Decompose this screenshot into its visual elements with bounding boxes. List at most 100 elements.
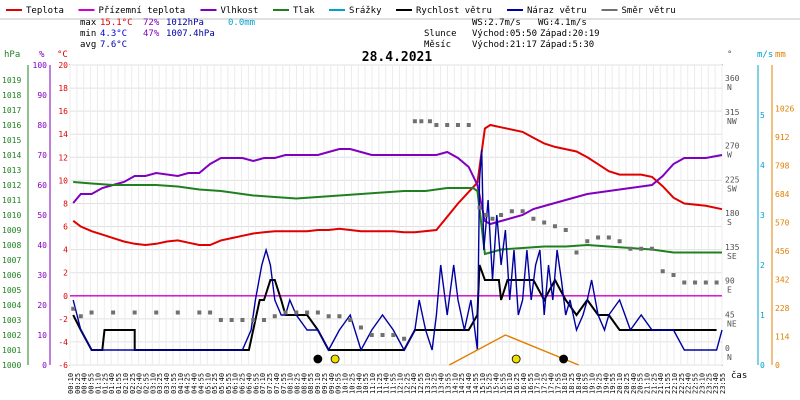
tick-label-pressure: 1019 [2,76,21,85]
tick-label-time: 22:55 [692,373,700,394]
wind-dir-point [348,318,353,322]
tick-label-time: 14:25 [458,373,466,394]
tick-label-time: 18:10 [561,373,569,394]
tick-label-time: 14:10 [451,373,459,394]
wind-dir-point [412,119,417,124]
tick-label-time: 15:55 [499,373,507,394]
wind-dir-point [671,273,676,277]
tick-label-rain: 342 [775,276,790,285]
stat-min-temp: 4.3°C [100,29,127,39]
tick-label-wind-speed: 5 [760,111,765,120]
tick-label-time: 05:55 [225,373,233,394]
wind-dir-point [154,310,159,315]
tick-label-temperature: 2 [63,269,68,278]
series-line [448,334,579,366]
stats-block: max 15.1°C 72% 1012hPa 0.0mm min 4.3°C 4… [80,18,600,50]
tick-label-compass: W [727,151,732,160]
wind-dir-point [520,209,525,214]
tick-label-temperature: 8 [63,199,68,208]
tick-label-humidity: 20 [37,301,47,310]
tick-label-time: 22:10 [671,373,679,394]
stat-min-hum: 47% [143,29,160,39]
stat-moonrise: Východ:21:17 [472,40,537,50]
series-line [72,149,723,352]
tick-label-time: 16:10 [506,373,514,394]
tick-label-time: 14:40 [465,373,473,394]
tick-label-pressure: 1018 [2,91,21,100]
tick-label-time: 19:25 [595,373,603,394]
wind-dir-point [606,235,611,240]
series-line [72,123,723,247]
wind-dir-point [111,310,116,315]
series-line [73,181,722,256]
legend-label: Vlhkost [221,6,259,16]
tick-label-time: 02:10 [122,373,130,394]
tick-label-rain: 114 [775,333,790,342]
tick-label-time: 22:40 [685,373,693,394]
wind-dir-point [628,246,633,251]
tick-label-temperature: 0 [63,292,68,301]
tick-label-time: 08:10 [287,373,295,394]
tick-label-time: 09:55 [335,373,343,394]
axis-header-ms: m/s [757,50,773,60]
tick-label-temperature: -2 [58,315,68,324]
wind-dir-point [483,213,488,217]
tick-label-humidity: 40 [37,241,47,250]
wind-dir-point [391,333,396,337]
wind-dir-point [402,336,407,341]
tick-label-compass: N [727,83,732,92]
tick-label-time: 03:25 [156,373,164,394]
tick-label-time: 04:10 [177,373,185,394]
tick-label-compass: NW [727,117,737,126]
wind-dir-point [509,209,514,214]
stat-sunrise: Východ:05:50 [472,29,537,39]
tick-label-pressure: 1011 [2,196,21,205]
tick-label-humidity: 60 [37,181,47,190]
tick-label-time: 13:25 [431,373,439,394]
tick-label-pressure: 1017 [2,106,21,115]
wind-dir-point [617,239,622,244]
tick-label-wind-dir: 135 [725,243,740,252]
stat-max-temp: 15.1°C [100,18,133,28]
tick-label-wind-speed: 3 [760,211,765,220]
wind-dir-point [175,310,180,315]
tick-label-time: 12:25 [403,373,411,394]
tick-label-time: 21:40 [657,373,665,394]
tick-label-rain: 456 [775,247,790,256]
tick-label-time: 07:55 [280,373,288,394]
tick-label-time: 15:40 [493,373,501,394]
tick-label-time: 17:55 [554,373,562,394]
tick-label-wind-dir: 90 [725,277,735,286]
tick-label-time: 00:10 [67,373,75,394]
tick-label-time: 20:10 [616,373,624,394]
wind-dir-point [574,250,579,255]
tick-label-time: 21:55 [664,373,672,394]
sunset-marker [559,354,568,364]
tick-label-temperature: 20 [58,61,68,70]
wind-dir-point [419,119,424,124]
tick-label-time: 00:25 [74,373,82,394]
tick-label-time: 17:25 [541,373,549,394]
legend-label: Směr větru [622,6,676,16]
tick-label-time: 11:10 [369,373,377,394]
tick-label-time: 21:10 [644,373,652,394]
wind-dir-point [639,246,644,251]
tick-label-rain: 570 [775,219,790,228]
tick-label-time: 18:25 [568,373,576,394]
tick-label-compass: NE [727,319,737,328]
tick-label-time: 23:55 [719,373,727,394]
tick-label-time: 04:55 [197,373,205,394]
tick-label-pressure: 1004 [2,301,21,310]
stat-avg-label: avg [80,40,96,50]
tick-label-pressure: 1009 [2,226,21,235]
tick-label-pressure: 1012 [2,181,21,190]
tick-label-humidity: 80 [37,121,47,130]
wind-dir-point [427,119,432,124]
tick-label-time: 12:55 [417,373,425,394]
tick-label-pressure: 1002 [2,331,21,340]
tick-label-time: 11:25 [376,373,384,394]
wind-dir-point [71,306,76,311]
tick-label-rain: 228 [775,304,790,313]
tick-label-temperature: 16 [58,107,68,116]
